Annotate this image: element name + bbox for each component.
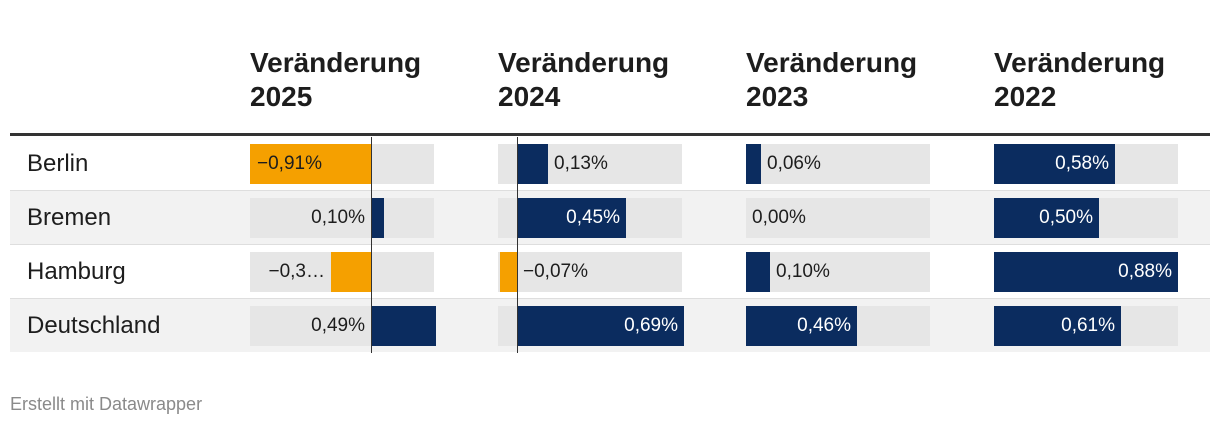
value-label: 0,10% xyxy=(311,207,365,228)
value-label: 0,50% xyxy=(1039,207,1093,228)
row-label: Bremen xyxy=(27,204,112,231)
bar xyxy=(371,306,436,346)
value-label: −0,07% xyxy=(523,261,588,282)
row-label: Deutschland xyxy=(27,312,161,339)
bar xyxy=(500,252,517,292)
header-rule xyxy=(10,133,1210,136)
value-label: 0,13% xyxy=(554,153,608,174)
row-label: Berlin xyxy=(27,150,89,177)
zero-baseline xyxy=(517,137,518,353)
bar xyxy=(746,252,770,292)
value-label: 0,06% xyxy=(767,153,821,174)
value-label: 0,88% xyxy=(1118,261,1172,282)
bar xyxy=(517,144,548,184)
bar xyxy=(371,198,384,238)
bar xyxy=(250,144,371,184)
value-label: 0,45% xyxy=(566,207,620,228)
row-label: Hamburg xyxy=(27,258,126,285)
bar xyxy=(517,198,626,238)
row-divider xyxy=(10,298,1210,299)
footer-credit: Erstellt mit Datawrapper xyxy=(10,394,203,414)
bar xyxy=(994,306,1121,346)
column-header-2024: Veränderung 2024 xyxy=(498,47,670,112)
bar xyxy=(746,144,761,184)
column-header-2023: Veränderung 2023 xyxy=(746,47,918,112)
bar xyxy=(746,306,857,346)
row-divider xyxy=(10,190,1210,191)
zero-baseline xyxy=(371,137,372,353)
value-label: −0,3… xyxy=(268,261,325,282)
bar xyxy=(994,198,1099,238)
bar xyxy=(994,252,1178,292)
bar xyxy=(331,252,371,292)
bar-track xyxy=(746,252,930,292)
bar-track xyxy=(746,198,930,238)
bar xyxy=(517,306,684,346)
row-divider xyxy=(10,244,1210,245)
bar-track xyxy=(250,198,434,238)
column-header-2025: Veränderung 2025 xyxy=(250,47,422,112)
value-label: 0,46% xyxy=(797,315,851,336)
bar-track xyxy=(498,252,682,292)
value-label: 0,10% xyxy=(776,261,830,282)
value-label: 0,69% xyxy=(624,315,678,336)
value-label: 0,49% xyxy=(311,315,365,336)
value-label: −0,91% xyxy=(257,153,322,174)
value-label: 0,58% xyxy=(1055,153,1109,174)
bar xyxy=(994,144,1115,184)
value-label: 0,61% xyxy=(1061,315,1115,336)
column-header-2022: Veränderung 2022 xyxy=(994,47,1166,112)
value-label: 0,00% xyxy=(752,207,806,228)
bar-track xyxy=(746,144,930,184)
